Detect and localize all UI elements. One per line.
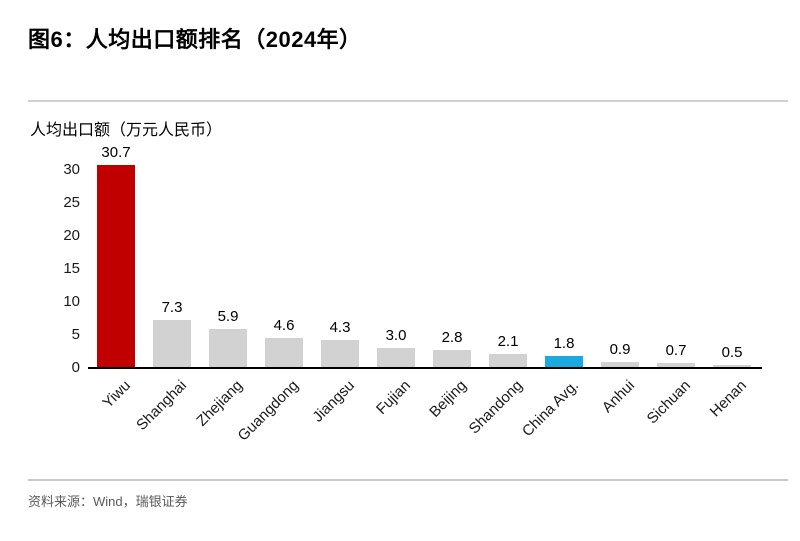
figure-title: 图6：人均出口额排名（2024年） bbox=[28, 27, 362, 52]
bar-shandong bbox=[489, 354, 527, 368]
bar-value-label: 3.0 bbox=[385, 327, 407, 344]
bar-value-label: 2.1 bbox=[497, 333, 519, 350]
bottom-divider bbox=[28, 479, 788, 481]
source-note: 资料来源：Wind，瑞银证券 bbox=[28, 494, 188, 509]
y-tick-label: 0 bbox=[71, 359, 80, 376]
y-tick-label: 25 bbox=[63, 194, 80, 211]
top-divider bbox=[28, 100, 788, 102]
bar-fujian bbox=[377, 348, 415, 368]
bar-value-label: 0.9 bbox=[609, 341, 631, 358]
bar-anhui bbox=[601, 362, 639, 368]
bar-shanghai bbox=[153, 320, 191, 368]
bar-value-label: 5.9 bbox=[217, 308, 239, 325]
bar-jiangsu bbox=[321, 340, 359, 368]
y-tick-label: 15 bbox=[63, 260, 80, 277]
y-tick-label: 20 bbox=[63, 227, 80, 244]
bar-value-label: 30.7 bbox=[101, 144, 131, 161]
y-tick-label: 10 bbox=[63, 293, 80, 310]
bar-guangdong bbox=[265, 338, 303, 368]
bar-zhejiang bbox=[209, 329, 247, 368]
bar-value-label: 4.3 bbox=[329, 319, 351, 336]
x-axis-line bbox=[88, 367, 762, 369]
bar-value-label: 7.3 bbox=[161, 299, 183, 316]
bar-beijing bbox=[433, 350, 471, 368]
bar-henan bbox=[713, 365, 751, 368]
y-axis-title: 人均出口额（万元人民币） bbox=[30, 122, 223, 139]
bar-value-label: 4.6 bbox=[273, 317, 295, 334]
bar-value-label: 0.5 bbox=[721, 344, 743, 361]
y-tick-label: 5 bbox=[71, 326, 80, 343]
bar-sichuan bbox=[657, 363, 695, 368]
bar-value-label: 1.8 bbox=[553, 335, 575, 352]
bar-value-label: 0.7 bbox=[665, 342, 687, 359]
y-tick-label: 30 bbox=[63, 161, 80, 178]
bar-china-avg- bbox=[545, 356, 583, 368]
bar-value-label: 2.8 bbox=[441, 329, 463, 346]
bar-yiwu bbox=[97, 165, 135, 368]
